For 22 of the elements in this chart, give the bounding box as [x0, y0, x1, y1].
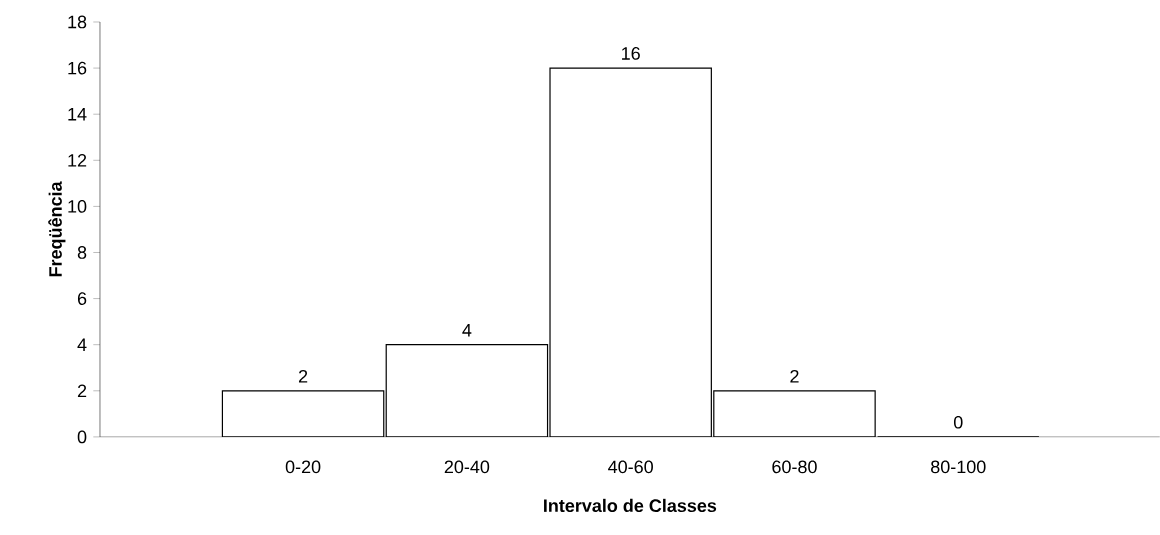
x-tick-label: 60-80	[772, 460, 817, 474]
y-axis-title: Freqüência	[48, 181, 66, 277]
x-axis-title: Intervalo de Classes	[544, 498, 717, 513]
data-label: 2	[790, 370, 799, 383]
y-tick-label: 2	[77, 384, 87, 398]
y-tick-label: 12	[68, 154, 87, 167]
data-label: 4	[462, 324, 472, 337]
x-tick-label: 20-40	[444, 460, 490, 474]
y-tick-label: 8	[77, 246, 87, 259]
x-tick-label: 0-20	[285, 460, 321, 474]
data-label: 2	[298, 370, 308, 383]
y-tick-label: 6	[77, 292, 87, 306]
x-tick-label: 40-60	[608, 460, 653, 474]
y-tick-label: 4	[77, 338, 87, 351]
y-tick-label: 14	[68, 108, 87, 121]
data-label: 16	[622, 47, 640, 60]
y-tick-label: 10	[68, 200, 87, 213]
y-tick-label: 0	[77, 430, 87, 444]
y-tick-label: 18	[68, 15, 87, 29]
x-tick-label: 80-100	[931, 460, 986, 474]
y-tick-label: 16	[68, 61, 87, 75]
data-label: 0	[953, 415, 963, 429]
